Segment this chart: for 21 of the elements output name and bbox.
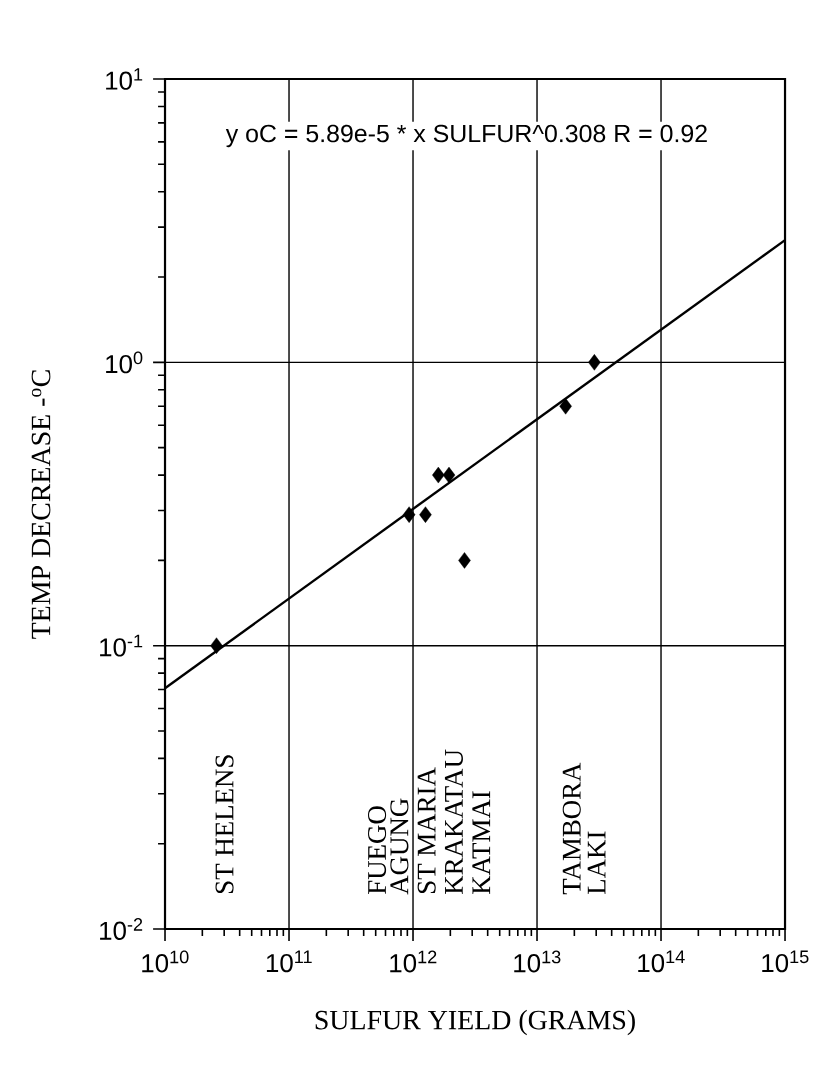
x-tick-label: 10$^{14}$: [638, 950, 685, 973]
annotation: ST MARIA: [417, 767, 436, 894]
annotation: TAMBORA: [562, 762, 581, 895]
x-tick-label: 10$^{11}$: [266, 950, 312, 973]
y-tick-label: 10$^{-1}$: [100, 634, 143, 657]
x-axis-title: SULFUR YIELD (GRAMS): [315, 1009, 635, 1036]
x-tick-label: 10$^{10}$: [142, 950, 189, 973]
annotation: KRAKATAU: [444, 749, 463, 895]
annotation: AGUNG: [390, 798, 409, 895]
annotation: y oC = 5.89e-5 * x SULFUR^0.308 R = 0.92: [225, 124, 707, 148]
annotation: LAKI: [587, 831, 606, 895]
y-tick-label: 10$^{0}$: [106, 351, 143, 374]
y-tick-label: 10$^{1}$: [106, 68, 143, 90]
annotation: KATMAI: [472, 791, 491, 895]
x-tick-label: 10$^{12}$: [390, 950, 437, 973]
y-tick-label: 10$^{-2}$: [100, 918, 143, 940]
x-tick-label: 10$^{13}$: [514, 950, 561, 973]
annotation: ST HELENS: [215, 755, 234, 894]
annotation: FUEGO: [368, 806, 387, 895]
y-axis-title: TEMP DECREASE -$^{o}$C: [31, 370, 51, 639]
x-tick-label: 10$^{15}$: [762, 950, 809, 973]
